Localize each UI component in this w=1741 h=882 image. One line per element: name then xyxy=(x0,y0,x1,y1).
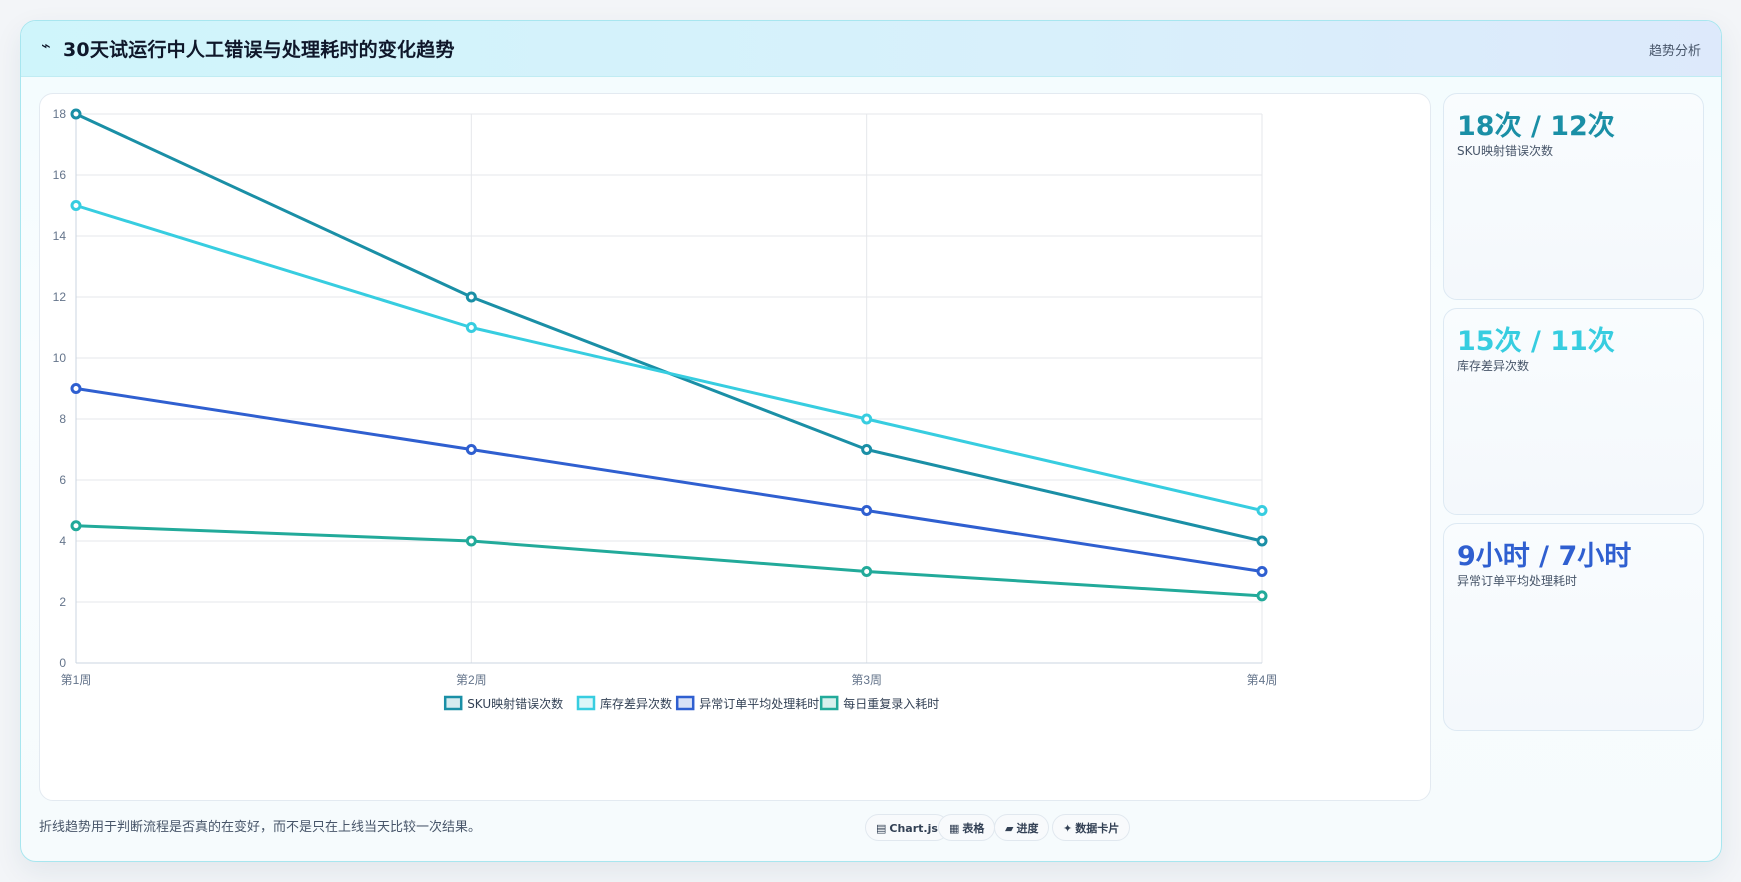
data-point xyxy=(1256,566,1268,577)
footer-note: 折线趋势用于判断流程是否真的在变好，而不是只在上线当天比较一次结果。 xyxy=(39,820,482,835)
y-tick-label: 14 xyxy=(53,229,67,243)
y-tick-label: 8 xyxy=(59,412,66,426)
stat-card-sku: 18次 / 12次 SKU映射错误次数 xyxy=(1443,93,1704,300)
trend-card: ⌁ 30天试运行中人工错误与处理耗时的变化趋势 趋势分析 0 2 4 6 8 10 12 14… xyxy=(20,20,1722,862)
legend-swatch xyxy=(819,695,839,711)
pill-label: 数据卡片 xyxy=(1075,822,1120,835)
data-point xyxy=(70,200,82,211)
stat-value: 9小时 / 7小时 xyxy=(1457,541,1632,572)
data-point xyxy=(1256,535,1268,547)
y-tick-label: 6 xyxy=(59,473,66,487)
data-point xyxy=(861,413,873,425)
chart-panel: 0 2 4 6 8 10 12 14 16 18 第1周 第2周 第3周 第4周 SKU映射错误次数 库存差异… xyxy=(39,93,1431,801)
x-tick-label: 第3周 xyxy=(851,673,882,687)
y-tick-label: 16 xyxy=(53,168,67,182)
legend-label: 每日重复录入耗时 xyxy=(843,696,939,711)
legend-label: 库存差异次数 xyxy=(600,696,672,711)
stat-label: 异常订单平均处理耗时 xyxy=(1457,574,1578,588)
x-tick-label: 第2周 xyxy=(456,673,487,687)
y-tick-label: 10 xyxy=(53,351,67,365)
series-line-1 xyxy=(75,112,1263,543)
data-point xyxy=(70,520,82,532)
line-chart: 0 2 4 6 8 10 12 14 16 18 第1周 第2周 第3周 第4周 SKU映射错误次数 库存差异… xyxy=(53,107,1278,711)
card-title: 30天试运行中人工错误与处理耗时的变化趋势 xyxy=(63,39,455,61)
pill-label: Chart.js xyxy=(889,822,938,835)
data-point xyxy=(1256,590,1268,602)
series-line-3 xyxy=(75,387,1263,573)
legend-label: 异常订单平均处理耗时 xyxy=(699,697,819,711)
legend-swatch xyxy=(675,695,695,711)
data-point xyxy=(861,505,873,516)
header-tag: 趋势分析 xyxy=(1648,44,1701,59)
legend-swatch xyxy=(576,695,596,711)
data-point xyxy=(465,535,477,547)
y-tick-label: 0 xyxy=(59,656,66,670)
pill-label: 进度 xyxy=(1016,822,1039,835)
sparkle-icon: ✦ xyxy=(1063,822,1073,835)
data-point xyxy=(465,291,477,303)
series-line-4 xyxy=(75,524,1263,598)
series-line-2 xyxy=(75,204,1263,512)
pill-label: 表格 xyxy=(962,822,985,835)
y-tick-label: 12 xyxy=(53,290,67,304)
data-point xyxy=(1256,505,1268,516)
data-point xyxy=(70,383,82,394)
pill-chartjs[interactable]: ▤ Chart.js xyxy=(865,814,949,841)
data-point xyxy=(465,444,477,455)
pill-datacard[interactable]: ✦ 数据卡片 xyxy=(1052,814,1131,841)
x-tick-label: 第1周 xyxy=(61,673,92,687)
y-tick-label: 18 xyxy=(53,107,67,121)
data-point xyxy=(70,108,82,120)
pill-table[interactable]: ▦ 表格 xyxy=(938,814,996,841)
data-point xyxy=(465,322,477,333)
stat-card-inventory: 15次 / 11次 库存差异次数 xyxy=(1443,308,1704,515)
progress-icon: ▰ xyxy=(1005,822,1014,835)
stat-label: 库存差异次数 xyxy=(1457,359,1530,373)
legend-swatch xyxy=(443,695,463,711)
data-point xyxy=(861,444,873,455)
y-tick-label: 4 xyxy=(59,534,66,548)
table-icon: ▦ xyxy=(949,822,960,835)
lightning-icon: ⌁ xyxy=(41,36,51,55)
data-point xyxy=(861,566,873,577)
stat-value: 18次 / 12次 xyxy=(1457,111,1615,142)
pill-progress[interactable]: ▰ 进度 xyxy=(994,814,1050,841)
card-header: ⌁ 30天试运行中人工错误与处理耗时的变化趋势 趋势分析 xyxy=(21,21,1721,77)
stat-card-exception: 9小时 / 7小时 异常订单平均处理耗时 xyxy=(1443,523,1704,731)
y-tick-label: 2 xyxy=(59,595,66,609)
x-tick-label: 第4周 xyxy=(1247,673,1278,687)
chart-icon: ▤ xyxy=(876,822,887,835)
legend-label: SKU映射错误次数 xyxy=(467,696,563,711)
stat-label: SKU映射错误次数 xyxy=(1457,144,1553,158)
stat-value: 15次 / 11次 xyxy=(1457,326,1615,357)
